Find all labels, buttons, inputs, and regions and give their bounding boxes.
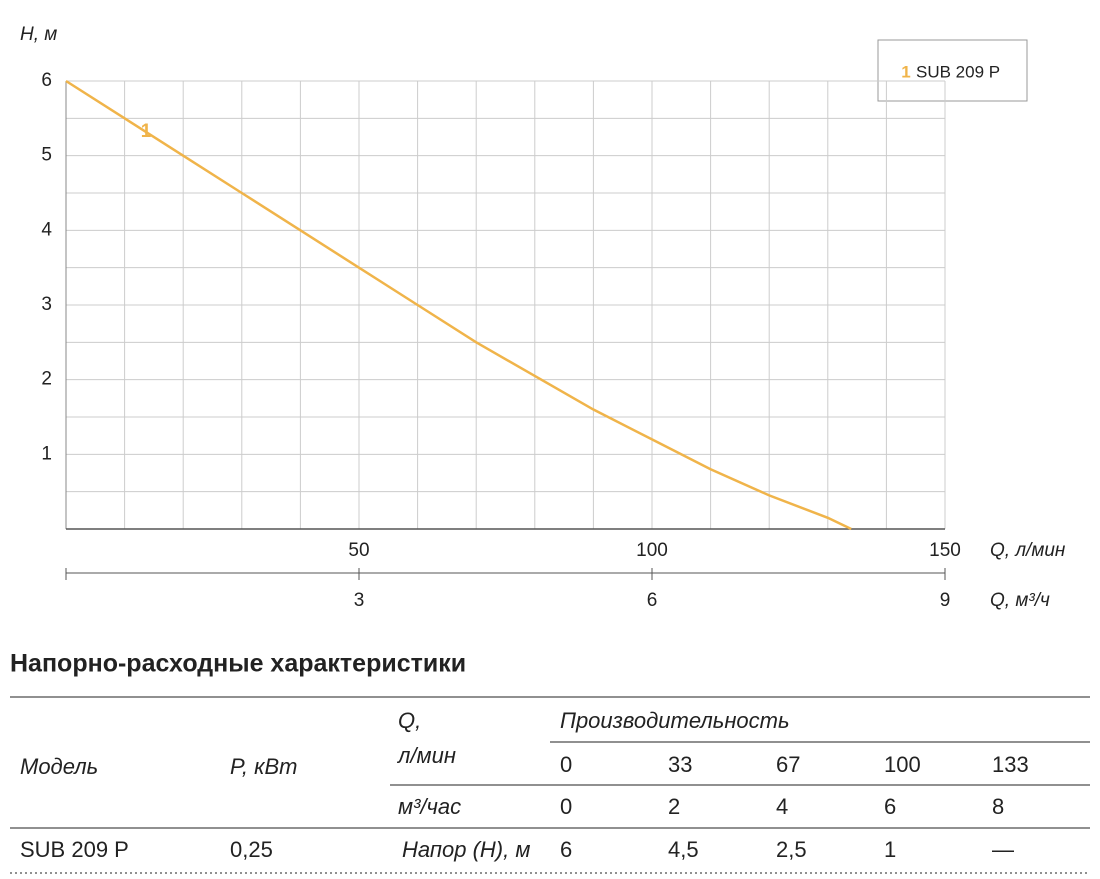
cell: 6	[560, 837, 572, 862]
y-tick-label: 6	[41, 70, 52, 91]
cell: 0	[560, 752, 572, 777]
x2-axis-label: Q, м³/ч	[990, 590, 1050, 611]
x-tick-label: 50	[348, 540, 369, 561]
cell: 100	[884, 752, 921, 777]
header: л/мин	[396, 743, 456, 768]
x2-tick-label: 9	[940, 590, 951, 611]
cell: SUB 209 P	[20, 837, 129, 862]
cell: 8	[992, 794, 1004, 819]
table-title: Напорно-расходные характеристики	[10, 650, 466, 678]
curve-label: 1	[141, 121, 152, 142]
cell: 133	[992, 752, 1029, 777]
legend-number: 1	[901, 62, 910, 81]
cell: 0	[560, 794, 572, 819]
cell: 4	[776, 794, 788, 819]
y-tick-label: 2	[41, 369, 52, 390]
cell: 4,5	[668, 837, 699, 862]
y-tick-label: 3	[41, 294, 52, 315]
cell: 2,5	[776, 837, 807, 862]
cell: 33	[668, 752, 692, 777]
cell: —	[992, 837, 1014, 862]
header: Q,	[398, 708, 421, 733]
y-tick-label: 1	[41, 443, 52, 464]
cell: 1	[884, 837, 896, 862]
cell: 6	[884, 794, 896, 819]
header: м³/час	[398, 794, 461, 819]
y-axis-label: Н, м	[20, 24, 57, 45]
x-tick-label: 150	[929, 540, 961, 561]
x-tick-label: 100	[636, 540, 668, 561]
curve	[65, 79, 852, 531]
header: P, кВт	[230, 754, 297, 779]
cell: 67	[776, 752, 800, 777]
y-tick-label: 4	[41, 219, 52, 240]
x2-tick-label: 3	[354, 590, 365, 611]
header: Производительность	[560, 708, 790, 733]
x-axis-label: Q, л/мин	[990, 540, 1066, 561]
header: Модель	[20, 754, 98, 779]
legend-label: SUB 209 P	[916, 62, 1000, 81]
legend-box	[877, 39, 1028, 102]
y-tick-label: 5	[41, 145, 52, 166]
cell: 2	[668, 794, 680, 819]
x2-tick-label: 6	[647, 590, 658, 611]
cell: Напор (Н), м	[402, 837, 530, 862]
cell: 0,25	[230, 837, 273, 862]
